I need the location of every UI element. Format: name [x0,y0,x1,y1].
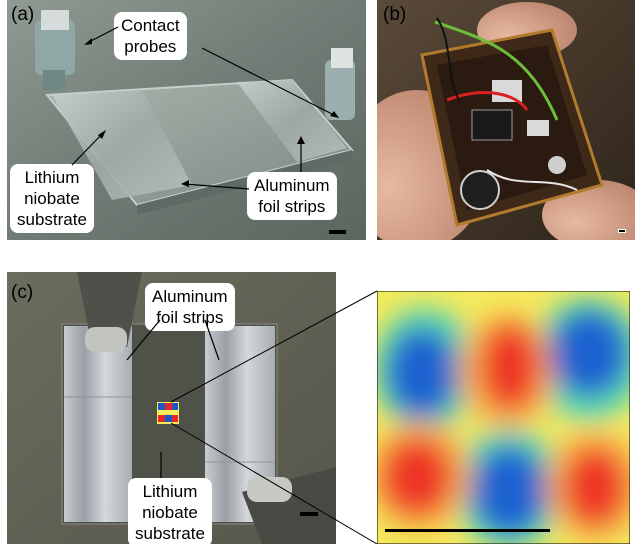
callout-text-line: Lithium [24,168,80,187]
panel-b-label: (b) [383,4,407,25]
callout-lithium-niobate-c: Lithium niobate substrate [128,478,212,547]
scale-bar-b-inner [619,230,625,232]
panel-a-label: (a) [11,4,35,25]
scale-bar-c [300,512,318,516]
callout-lithium-niobate-a: Lithium niobate substrate [10,164,94,233]
callout-text-line: niobate [142,503,198,522]
field-heatmap [377,291,630,544]
callout-text-line: foil strips [258,197,326,216]
callout-text-line: Aluminum [254,176,330,195]
callout-text-line: foil strips [156,308,224,327]
callout-text-line: substrate [17,210,87,229]
scale-bar-zoom [385,529,550,532]
callout-text-line: Aluminum [152,287,228,306]
scale-bar-a [329,230,346,234]
callout-text-line: Contact [121,16,180,35]
callout-text-line: Lithium [142,482,198,501]
callout-text-line: probes [124,37,177,56]
callout-contact-probes: Contact probes [114,12,187,60]
panel-c-label: (c) [11,282,34,303]
panel-b-photo [377,0,635,240]
field-map-zoom [377,291,630,544]
callout-aluminum-foil-c: Aluminum foil strips [145,283,235,331]
callout-text-line: substrate [135,524,205,543]
callout-aluminum-foil-a: Aluminum foil strips [247,172,337,220]
circuit-board-photo [377,0,635,240]
callout-text-line: niobate [24,189,80,208]
